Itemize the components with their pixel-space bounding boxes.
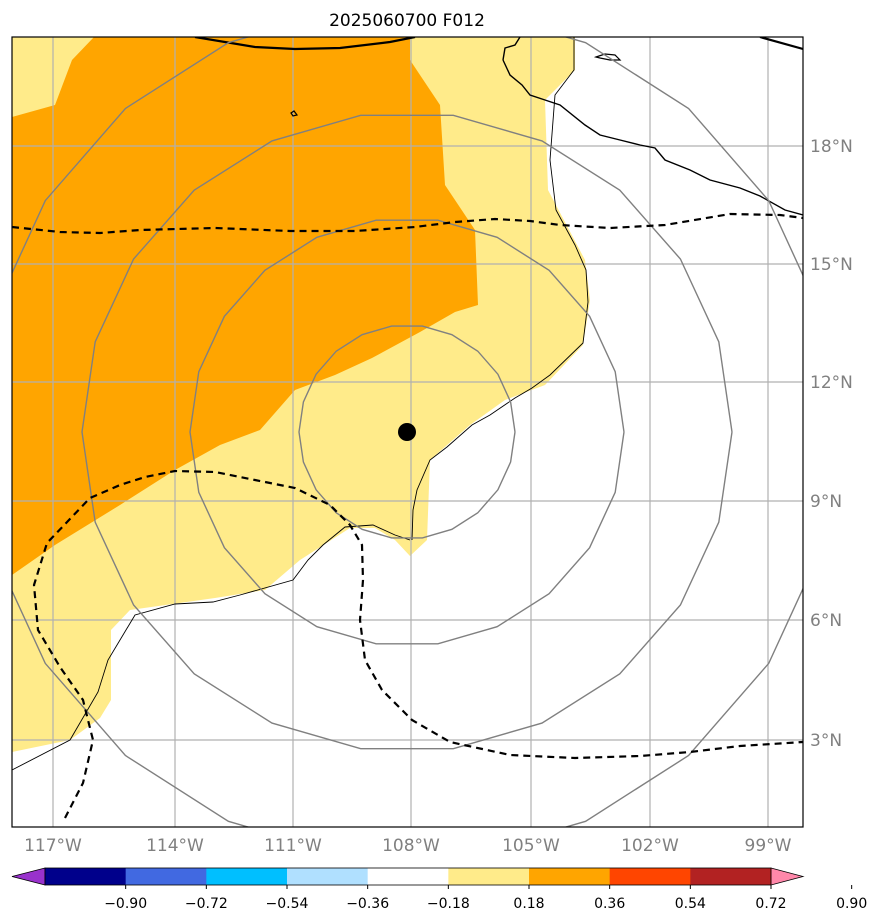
colorbar-bin xyxy=(45,868,127,885)
coast-islands-ne xyxy=(593,53,622,61)
lon-tick-label: 111°W xyxy=(264,836,322,856)
range-ring xyxy=(12,37,803,827)
gridlines xyxy=(12,37,803,827)
top-boundary-line xyxy=(194,37,803,51)
colorbar-tick-label: −0.36 xyxy=(346,896,389,912)
lat-tick-label: 12°N xyxy=(810,373,853,393)
plot-title: 2025060700 F012 xyxy=(329,11,485,31)
colorbar-tick-label: −0.72 xyxy=(185,896,228,912)
fill-region-high xyxy=(12,37,478,575)
colorbar-bin xyxy=(367,868,449,885)
coastline-south xyxy=(12,524,411,771)
range-rings xyxy=(12,37,803,827)
lon-tick-label: 102°W xyxy=(621,836,679,856)
dashed-contour-north xyxy=(12,212,803,235)
lon-tick-label: 99°W xyxy=(745,836,792,856)
colorbar-outline xyxy=(44,867,772,886)
map-frame xyxy=(11,36,804,828)
range-ring xyxy=(189,219,625,645)
lat-tick-label: 3°N xyxy=(810,731,842,751)
lon-tick-label: 105°W xyxy=(502,836,560,856)
colorbar-extend-high xyxy=(770,867,805,886)
colorbar-bin xyxy=(125,868,207,885)
dashed-contour-south xyxy=(32,469,803,819)
lon-tick-label: 108°W xyxy=(382,836,440,856)
lat-tick-label: 6°N xyxy=(810,611,842,631)
coastlines xyxy=(12,37,622,771)
dashed-contours xyxy=(12,212,803,819)
colorbar-tick-label: 0.54 xyxy=(675,896,706,912)
colorbar-tick-label: 0.18 xyxy=(513,896,544,912)
lon-labels: 117°W 114°W 111°W 108°W 105°W 102°W 99°W xyxy=(24,836,792,856)
colorbar-bin xyxy=(448,868,530,885)
colorbar-tick-label: −0.90 xyxy=(104,896,147,912)
lat-tick-label: 18°N xyxy=(810,137,853,157)
colorbar-bin xyxy=(529,868,611,885)
storm-center-marker xyxy=(398,423,416,441)
range-ring xyxy=(81,114,733,750)
colorbar-tick-label: 0.90 xyxy=(836,896,867,912)
colorbar-tick-label: −0.18 xyxy=(427,896,470,912)
colorbar-tick-label: 0.36 xyxy=(594,896,625,912)
colorbar-bin xyxy=(609,868,691,885)
colorbar-tick-label: 0.72 xyxy=(755,896,786,912)
range-ring xyxy=(298,325,516,539)
coastline-east xyxy=(411,37,589,541)
lat-tick-label: 9°N xyxy=(810,492,842,512)
colorbar: −0.90 −0.72 −0.54 −0.36 −0.18 0.18 0.36 0.54 0.7… xyxy=(11,867,867,912)
colorbar-bin xyxy=(690,868,772,885)
island xyxy=(290,110,299,117)
colorbar-bin xyxy=(287,868,369,885)
lon-tick-label: 117°W xyxy=(24,836,82,856)
lon-tick-label: 114°W xyxy=(146,836,204,856)
map-panel xyxy=(12,37,803,827)
colorbar-tick-label: −0.54 xyxy=(266,896,309,912)
mainland-coast xyxy=(502,37,803,216)
colorbar-bin xyxy=(206,868,288,885)
lat-tick-label: 15°N xyxy=(810,255,853,275)
colorbar-extend-low xyxy=(11,867,46,886)
lat-labels: 3°N 6°N 9°N 12°N 15°N 18°N xyxy=(810,137,853,751)
